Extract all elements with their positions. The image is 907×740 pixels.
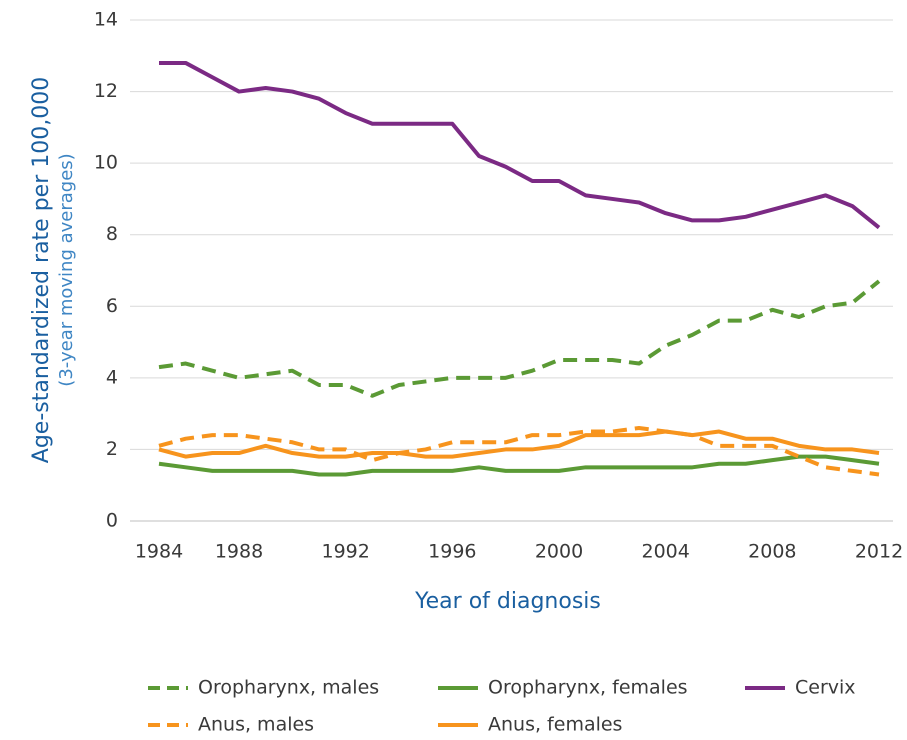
- legend-label: Anus, females: [488, 714, 622, 736]
- series-line: [158, 425, 880, 477]
- y-tick-label: 4: [106, 366, 118, 388]
- x-tick-label: 2012: [855, 541, 903, 563]
- y-tick-label: 10: [94, 152, 118, 174]
- series-line: [159, 60, 881, 230]
- legend-label: Anus, males: [198, 714, 314, 736]
- x-tick-label: 1996: [428, 541, 476, 563]
- x-tick-label: 1988: [215, 541, 263, 563]
- y-axis-title: Age-standardized rate per 100,000 (3-yea…: [29, 77, 77, 463]
- x-tick-label: 2000: [535, 541, 583, 563]
- x-tick-label: 1984: [135, 541, 183, 563]
- y-tick-label: 12: [94, 80, 118, 102]
- legend-label: Oropharynx, males: [198, 677, 379, 699]
- legend-label: Cervix: [795, 677, 856, 699]
- x-tick-label: 2008: [748, 541, 796, 563]
- y-tick-label: 8: [106, 223, 118, 245]
- series-line: [158, 279, 881, 398]
- x-tick-label: 2004: [641, 541, 689, 563]
- y-tick-label: 2: [106, 438, 118, 460]
- legend-label: Oropharynx, females: [488, 677, 688, 699]
- y-tick-label: 6: [106, 295, 118, 317]
- y-tick-label: 14: [94, 9, 118, 31]
- y-axis-label: Age-standardized rate per 100,000: [29, 77, 54, 463]
- x-axis-title: Year of diagnosis: [414, 589, 601, 614]
- x-tick-label: 1992: [321, 541, 369, 563]
- y-tick-label: 0: [106, 510, 118, 532]
- y-axis-sublabel: (3-year moving averages): [56, 153, 77, 386]
- series-line: [158, 429, 880, 459]
- series-line: [158, 454, 880, 477]
